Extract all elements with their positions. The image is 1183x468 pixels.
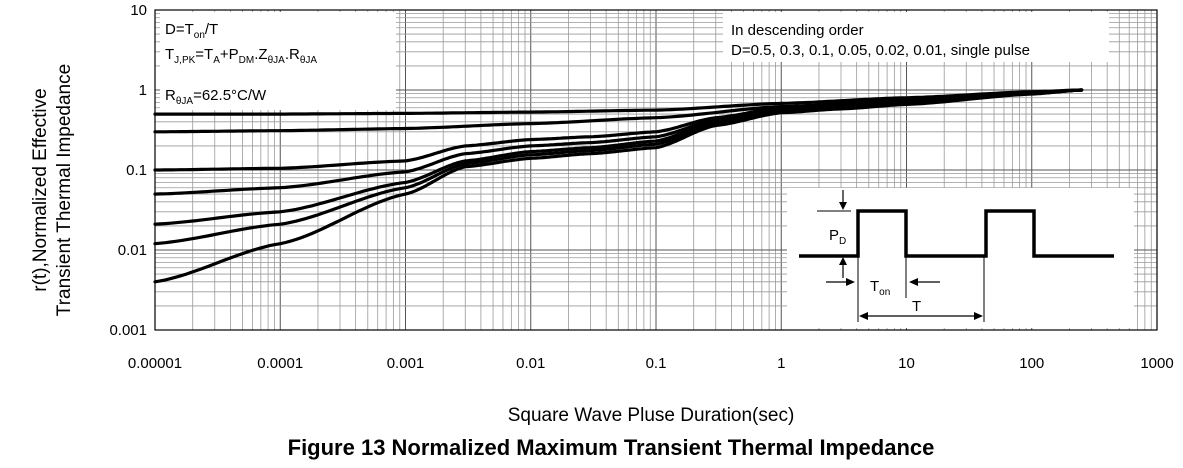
y-tick-label: 1 — [139, 82, 147, 99]
ton-label: Ton — [870, 278, 890, 298]
x-tick-label: 1 — [777, 355, 785, 372]
pd-label: PD — [829, 227, 846, 247]
x-tick-label: 1000 — [1140, 355, 1173, 372]
y-axis-title-line2: Transient Thermal Impedance — [54, 64, 75, 316]
x-tick-label: 100 — [1019, 355, 1044, 372]
y-axis-title-line1: r(t),Normalized Effective — [30, 88, 51, 291]
pulse-inset: PD Ton T — [787, 188, 1134, 328]
plot-border — [154, 9, 1158, 331]
x-tick-label: 0.1 — [646, 355, 667, 372]
x-tick-label: 0.001 — [387, 355, 425, 372]
y-tick-label: 0.01 — [118, 242, 147, 259]
curves — [153, 88, 1084, 284]
formula-line-tj: TJ,PK=TA+PDM.ZθJA.RθJA — [165, 46, 317, 66]
formula-line-duty: D=Ton/T — [165, 21, 218, 41]
y-tick-label: 10 — [130, 2, 147, 19]
order-box: In descending order D=0.5, 0.3, 0.1, 0.0… — [723, 12, 1109, 62]
period-label: T — [912, 298, 921, 315]
figure-caption: Figure 13 Normalized Maximum Transient T… — [288, 435, 935, 460]
pd-arrowhead-up — [839, 257, 847, 265]
x-tick-label: 10 — [898, 355, 915, 372]
ton-arrowhead-right — [909, 278, 918, 286]
formula-box: D=Ton/T TJ,PK=TA+PDM.ZθJA.RθJA RθJA=62.5… — [160, 12, 396, 110]
x-tick-label: 0.00001 — [128, 355, 182, 372]
order-line-title: In descending order — [731, 22, 864, 39]
tick-labels: 0.00001 0.0001 0.001 0.01 0.1 1 10 100 1000 0.001… — [109, 2, 1173, 372]
y-tick-label: 0.1 — [126, 162, 147, 179]
order-line-values: D=0.5, 0.3, 0.1, 0.05, 0.02, 0.01, singl… — [731, 42, 1030, 59]
pulse-waveform — [799, 209, 1114, 258]
y-tick-label: 0.001 — [109, 322, 147, 339]
ton-arrowhead-left — [846, 278, 855, 286]
x-axis-title: Square Wave Pluse Duration(sec) — [508, 405, 795, 426]
formula-line-rtheta: RθJA=62.5°C/W — [165, 87, 267, 107]
curve-series-7 — [153, 88, 1084, 284]
x-tick-label: 0.01 — [516, 355, 545, 372]
period-arrowhead-left — [859, 312, 868, 320]
period-arrowhead-right — [974, 312, 983, 320]
pd-arrowhead-down — [839, 202, 847, 210]
x-tick-label: 0.0001 — [257, 355, 303, 372]
